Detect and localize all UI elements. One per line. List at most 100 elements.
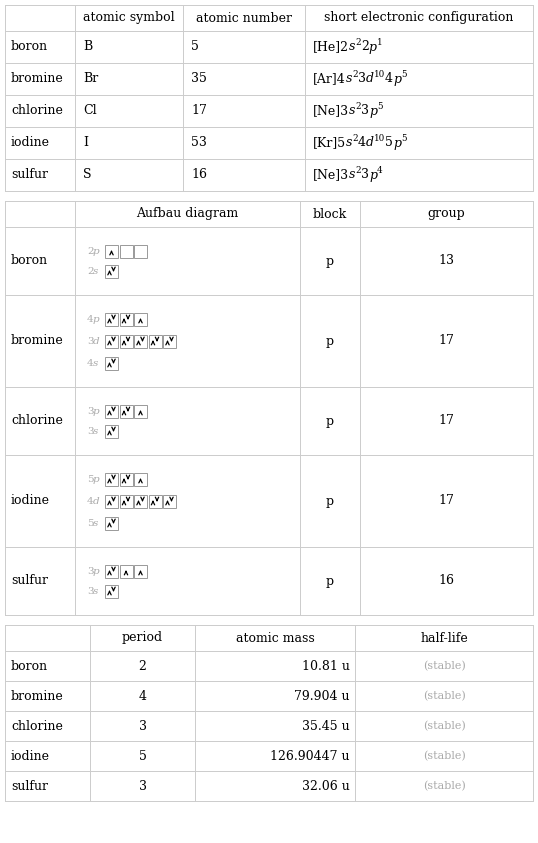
Text: chlorine: chlorine bbox=[11, 415, 63, 427]
Text: Br: Br bbox=[83, 72, 98, 85]
Text: B: B bbox=[83, 40, 92, 53]
Text: [He]2: [He]2 bbox=[313, 40, 349, 53]
Text: s: s bbox=[93, 587, 98, 595]
Bar bbox=[105, 313, 118, 325]
Text: 3: 3 bbox=[361, 169, 369, 181]
Text: Aufbau diagram: Aufbau diagram bbox=[136, 207, 239, 221]
Text: 3: 3 bbox=[138, 719, 146, 733]
Text: 126.90447 u: 126.90447 u bbox=[271, 749, 350, 763]
Bar bbox=[105, 265, 118, 277]
Bar bbox=[119, 472, 132, 486]
Text: iodine: iodine bbox=[11, 137, 50, 149]
Text: 17: 17 bbox=[438, 415, 455, 427]
Text: (stable): (stable) bbox=[423, 751, 465, 761]
Bar bbox=[105, 405, 118, 417]
Text: 10.81 u: 10.81 u bbox=[302, 659, 350, 673]
Text: atomic number: atomic number bbox=[196, 12, 292, 24]
Bar bbox=[119, 313, 132, 325]
Text: 79.904 u: 79.904 u bbox=[294, 690, 350, 702]
Text: chlorine: chlorine bbox=[11, 105, 63, 117]
Text: p: p bbox=[326, 574, 334, 588]
Bar bbox=[119, 405, 132, 417]
Text: 4: 4 bbox=[138, 690, 146, 702]
Text: 5: 5 bbox=[401, 134, 407, 142]
Text: d: d bbox=[93, 497, 99, 506]
Text: 17: 17 bbox=[438, 335, 455, 347]
Text: s: s bbox=[346, 137, 352, 149]
Text: atomic mass: atomic mass bbox=[236, 631, 314, 645]
Text: 2: 2 bbox=[356, 38, 361, 47]
Text: I: I bbox=[83, 137, 88, 149]
Text: iodine: iodine bbox=[11, 749, 50, 763]
Text: p: p bbox=[93, 475, 99, 484]
Text: iodine: iodine bbox=[11, 495, 50, 507]
Text: 3: 3 bbox=[87, 406, 94, 416]
Text: short electronic configuration: short electronic configuration bbox=[324, 12, 514, 24]
Text: 2: 2 bbox=[87, 266, 94, 276]
Text: s: s bbox=[93, 427, 98, 436]
Text: 2: 2 bbox=[139, 659, 146, 673]
Bar bbox=[119, 495, 132, 507]
Text: p: p bbox=[93, 246, 99, 255]
Text: bromine: bromine bbox=[11, 335, 63, 347]
Bar bbox=[105, 357, 118, 369]
Bar bbox=[163, 495, 176, 507]
Text: atomic symbol: atomic symbol bbox=[83, 12, 175, 24]
Text: [Ar]4: [Ar]4 bbox=[313, 72, 346, 85]
Text: 2: 2 bbox=[356, 102, 361, 110]
Text: 35: 35 bbox=[191, 72, 207, 85]
Text: 3: 3 bbox=[358, 72, 366, 85]
Text: d: d bbox=[366, 137, 374, 149]
Text: 3: 3 bbox=[87, 587, 94, 595]
Text: 35.45 u: 35.45 u bbox=[302, 719, 350, 733]
Text: 53: 53 bbox=[191, 137, 207, 149]
Text: p: p bbox=[326, 415, 334, 427]
Text: S: S bbox=[83, 169, 91, 181]
Bar bbox=[134, 495, 147, 507]
Text: p: p bbox=[369, 105, 377, 117]
Text: 17: 17 bbox=[191, 105, 207, 117]
Text: boron: boron bbox=[11, 40, 48, 53]
Text: 2: 2 bbox=[361, 40, 369, 53]
Text: Cl: Cl bbox=[83, 105, 97, 117]
Text: p: p bbox=[93, 406, 99, 416]
Text: s: s bbox=[349, 40, 356, 53]
Text: boron: boron bbox=[11, 255, 48, 267]
Text: 4: 4 bbox=[377, 166, 383, 175]
Text: 2: 2 bbox=[352, 70, 358, 78]
Bar bbox=[119, 244, 132, 257]
Text: 2: 2 bbox=[356, 166, 361, 175]
Text: 5: 5 bbox=[401, 70, 407, 78]
Text: sulfur: sulfur bbox=[11, 169, 48, 181]
Text: s: s bbox=[93, 518, 98, 528]
Text: bromine: bromine bbox=[11, 690, 63, 702]
Text: chlorine: chlorine bbox=[11, 719, 63, 733]
Bar bbox=[134, 565, 147, 577]
Text: 5: 5 bbox=[385, 137, 393, 149]
Bar bbox=[148, 495, 161, 507]
Text: 16: 16 bbox=[191, 169, 207, 181]
Text: 2: 2 bbox=[87, 246, 94, 255]
Text: 17: 17 bbox=[438, 495, 455, 507]
Text: [Ne]3: [Ne]3 bbox=[313, 105, 349, 117]
Bar bbox=[105, 425, 118, 438]
Text: (stable): (stable) bbox=[423, 691, 465, 701]
Text: [Ne]3: [Ne]3 bbox=[313, 169, 349, 181]
Bar bbox=[148, 335, 161, 347]
Text: p: p bbox=[93, 314, 99, 324]
Bar bbox=[134, 472, 147, 486]
Text: 4: 4 bbox=[358, 137, 366, 149]
Text: (stable): (stable) bbox=[423, 781, 465, 792]
Bar bbox=[105, 244, 118, 257]
Bar bbox=[134, 335, 147, 347]
Text: 5: 5 bbox=[87, 475, 94, 484]
Text: d: d bbox=[93, 336, 99, 346]
Text: sulfur: sulfur bbox=[11, 780, 48, 792]
Text: s: s bbox=[93, 266, 98, 276]
Text: s: s bbox=[93, 358, 98, 368]
Text: s: s bbox=[346, 72, 352, 85]
Text: 3: 3 bbox=[87, 336, 94, 346]
Bar bbox=[134, 313, 147, 325]
Text: s: s bbox=[349, 169, 356, 181]
Text: 32.06 u: 32.06 u bbox=[302, 780, 350, 792]
